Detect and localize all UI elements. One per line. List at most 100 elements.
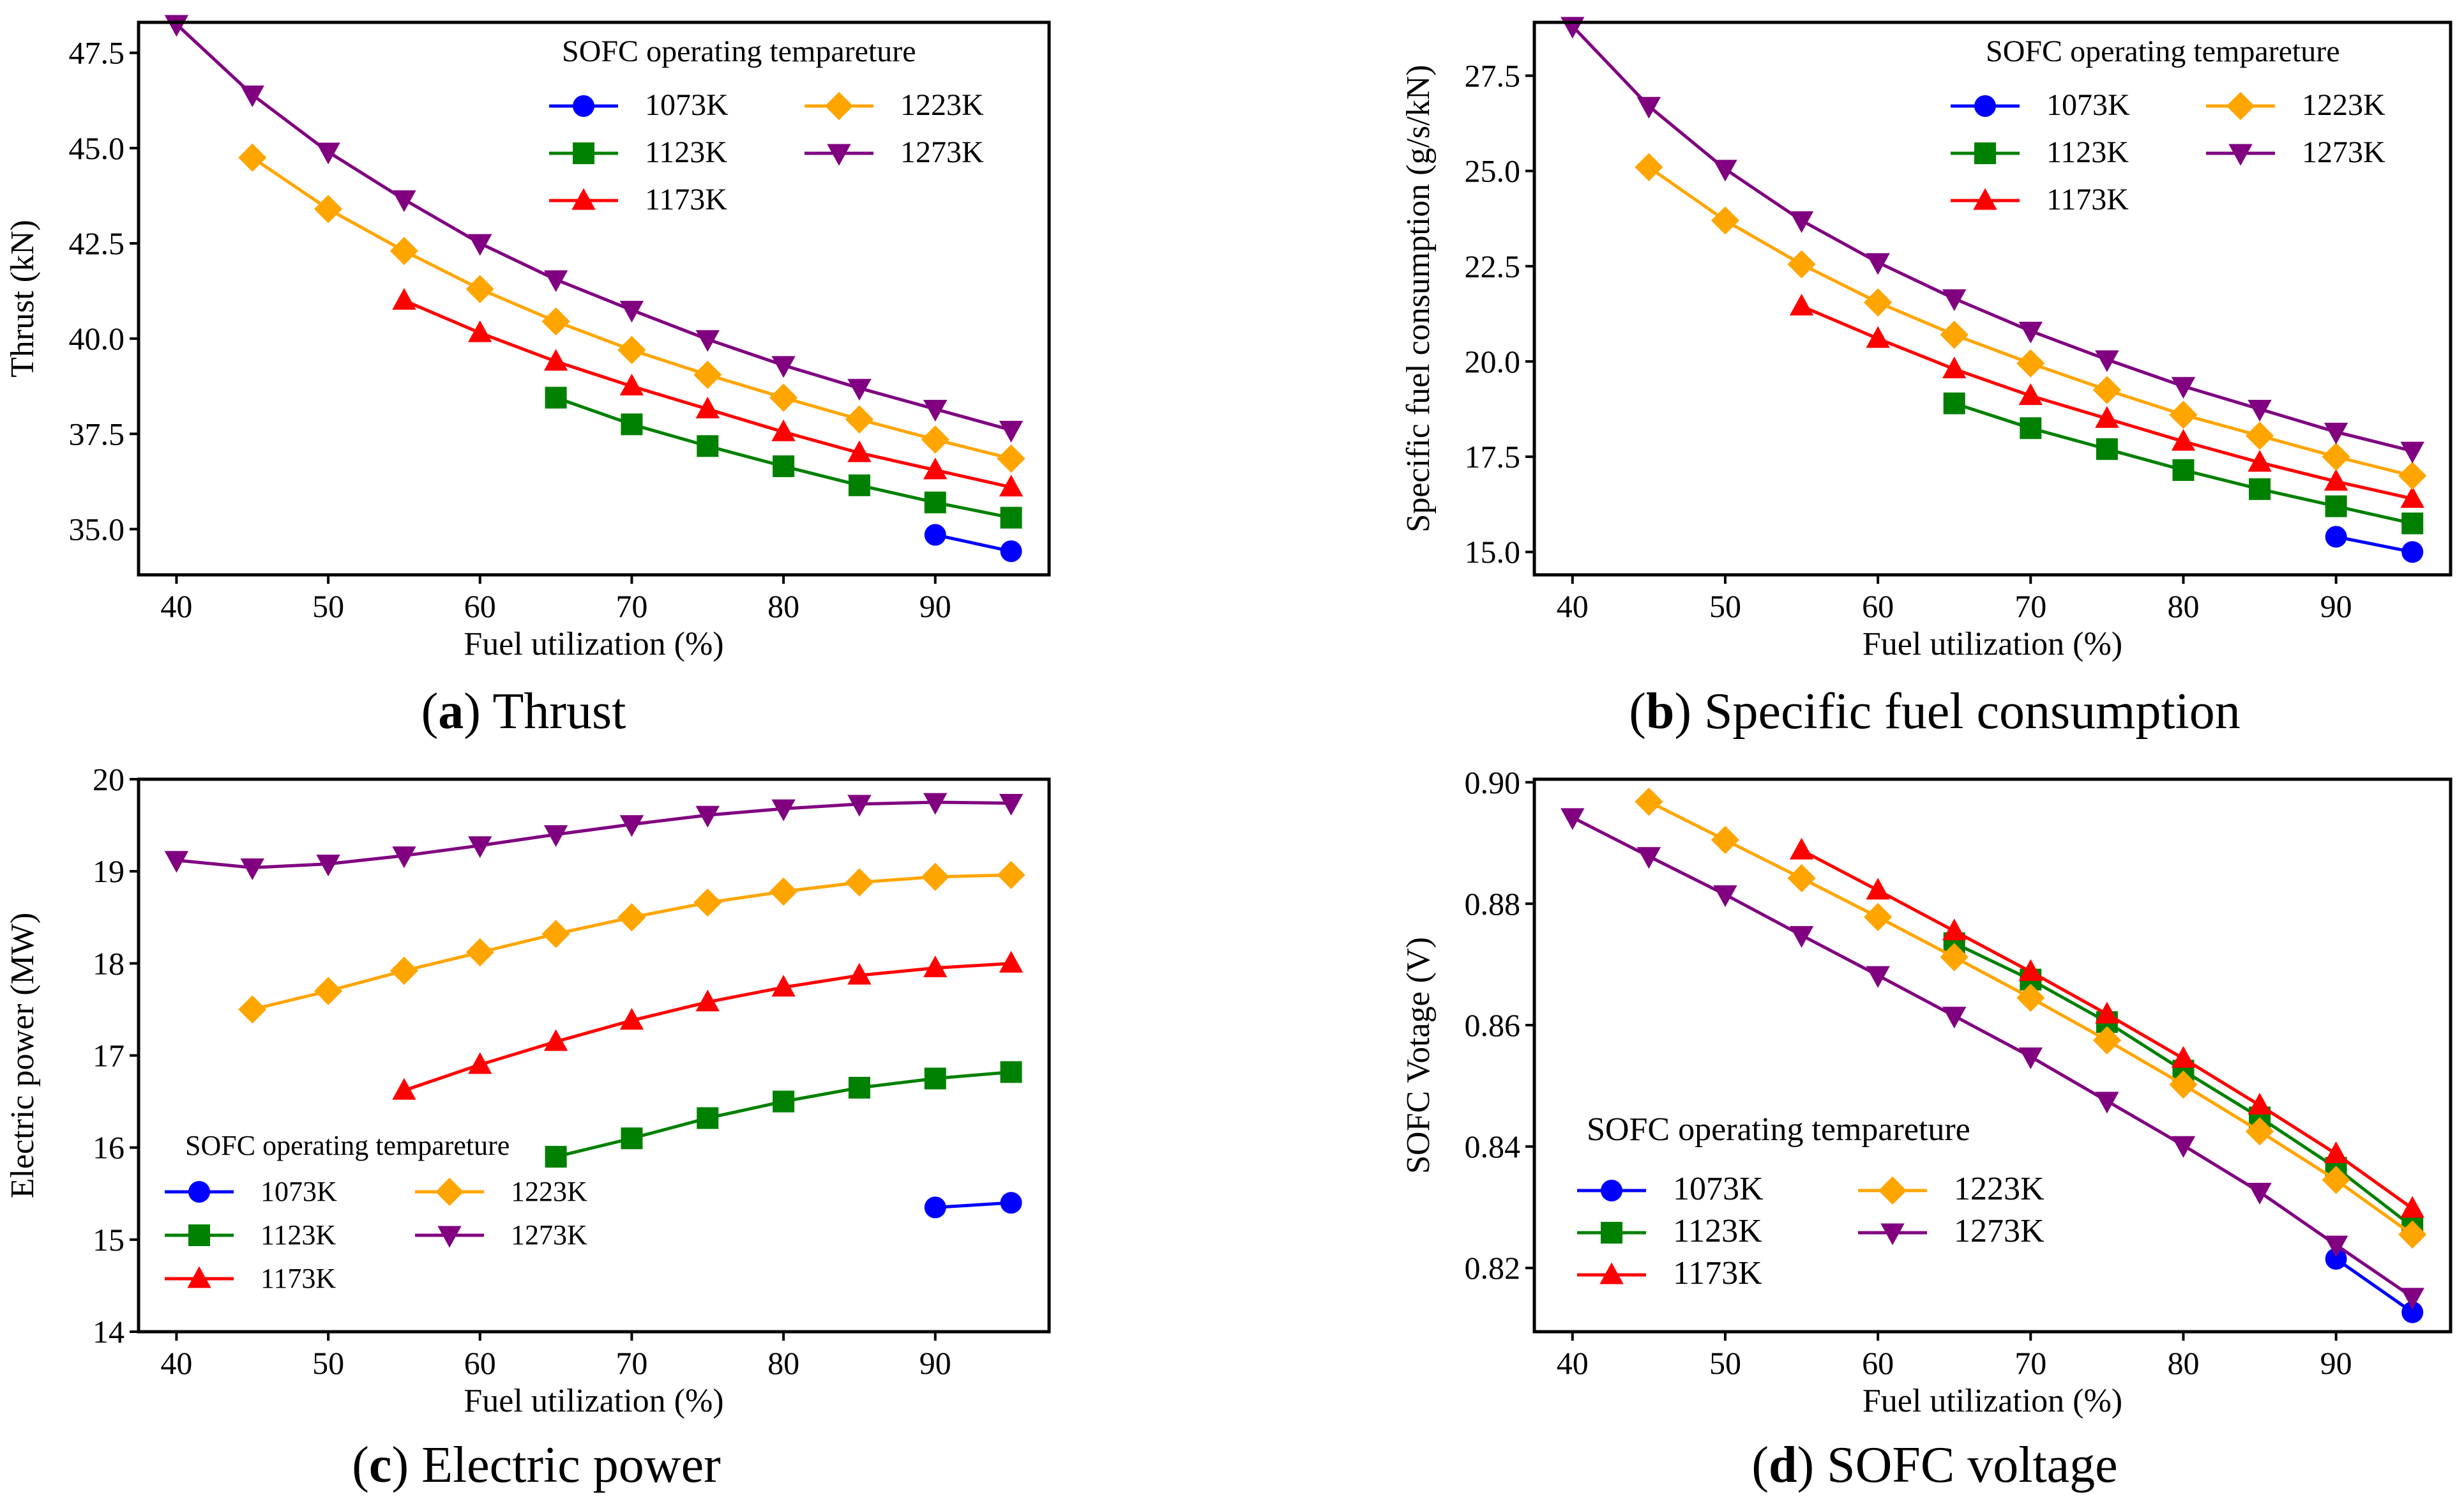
marker-point xyxy=(1789,293,1814,316)
x-tick-label: 90 xyxy=(919,588,951,624)
marker-point xyxy=(1711,825,1740,855)
y-tick-label: 37.5 xyxy=(69,416,125,452)
marker-point xyxy=(1787,864,1816,893)
marker-point xyxy=(1940,943,1969,971)
marker-point xyxy=(2092,376,2121,404)
marker-point xyxy=(2248,1092,2272,1115)
y-tick-label: 25.0 xyxy=(1465,153,1521,189)
y-tick-label: 47.5 xyxy=(69,35,125,71)
marker-point xyxy=(695,396,720,418)
x-tick-label: 70 xyxy=(2014,588,2046,624)
marker-point xyxy=(2325,526,2347,548)
marker-point xyxy=(392,1078,416,1100)
marker-point xyxy=(2325,1247,2347,1270)
series-line-1223K xyxy=(252,873,1011,1011)
marker-point xyxy=(697,1107,719,1129)
marker-point xyxy=(773,455,795,477)
marker-point xyxy=(621,1127,643,1150)
marker-point xyxy=(2171,1136,2196,1158)
marker-point xyxy=(1635,788,1663,816)
marker-point xyxy=(771,356,796,378)
x-tick-label: 90 xyxy=(919,1345,951,1381)
marker-point xyxy=(771,799,796,821)
legend-label: 1073K xyxy=(2046,88,2130,122)
y-tick-label: 15.0 xyxy=(1465,534,1521,570)
y-tick-label: 17.5 xyxy=(1465,439,1521,475)
panel-electric-power: 40 50 60 70 80 90 14 15 16 17 18 19 20 Fuel utilizati… xyxy=(4,761,1051,1419)
marker-point xyxy=(2324,1235,2348,1258)
legend-item-1173K: 1173K xyxy=(549,183,727,217)
marker-point xyxy=(1601,1180,1622,1201)
marker-point xyxy=(571,188,596,210)
marker-point xyxy=(188,1224,210,1246)
marker-point xyxy=(468,836,492,858)
marker-point xyxy=(1864,288,1893,317)
marker-point xyxy=(2096,438,2118,461)
plot-frame xyxy=(1532,777,2453,1334)
legend-label: 1273K xyxy=(511,1219,587,1251)
legend-item-1123K: 1123K xyxy=(549,135,727,169)
marker-point xyxy=(619,1008,644,1030)
marker-point xyxy=(2172,459,2195,481)
marker-point xyxy=(924,491,946,514)
marker-point xyxy=(2095,350,2119,372)
marker-point xyxy=(2020,417,2042,439)
marker-point xyxy=(617,903,646,932)
marker-point xyxy=(316,855,340,877)
legend-item-1123K: 1123K xyxy=(1577,1213,1762,1249)
marker-point xyxy=(1878,1176,1907,1205)
legend-label: 1073K xyxy=(645,88,729,122)
marker-point xyxy=(238,143,267,172)
plot-frame xyxy=(1532,20,2453,577)
marker-point xyxy=(468,320,492,342)
marker-point xyxy=(1880,1223,1905,1245)
marker-point xyxy=(2401,512,2424,535)
marker-point xyxy=(693,360,722,389)
marker-point xyxy=(1942,918,1967,941)
marker-point xyxy=(1561,808,1585,830)
legend-item-1273K: 1273K xyxy=(415,1219,587,1251)
marker-point xyxy=(2171,429,2196,451)
marker-point xyxy=(997,860,1025,890)
marker-point xyxy=(1711,206,1740,235)
x-tick-label: 40 xyxy=(160,1345,192,1381)
marker-point xyxy=(543,1029,568,1051)
series-line-1273K xyxy=(1571,25,2413,453)
marker-point xyxy=(2095,406,2119,428)
x-axis-label: Fuel utilization (%) xyxy=(464,626,723,662)
x-axis-label: Fuel utilization (%) xyxy=(1863,1383,2122,1419)
marker-point xyxy=(314,977,343,1005)
caption-c: (c) Electric power xyxy=(352,1437,720,1493)
marker-point xyxy=(2322,1166,2350,1194)
x-tick-label: 50 xyxy=(312,588,344,624)
y-tick-label: 0.90 xyxy=(1465,765,1521,800)
x-tick-label: 40 xyxy=(1557,1345,1589,1381)
marker-point xyxy=(2324,1141,2348,1163)
marker-point xyxy=(1636,847,1661,869)
marker-point xyxy=(1940,321,1969,349)
marker-point xyxy=(2245,422,2274,450)
marker-point xyxy=(468,234,492,256)
x-tick-label: 90 xyxy=(2320,588,2352,624)
x-tick-label: 80 xyxy=(2167,588,2199,624)
marker-point xyxy=(2401,1301,2424,1323)
x-tick-label: 70 xyxy=(616,1345,647,1381)
caption-letter: a xyxy=(438,683,464,740)
marker-point xyxy=(1942,289,1967,312)
legend-item-1173K: 1173K xyxy=(1951,183,2129,217)
marker-point xyxy=(2400,1196,2424,1218)
marker-point xyxy=(1601,1222,1622,1244)
marker-point xyxy=(1000,506,1022,529)
caption-text: Specific fuel consumption xyxy=(1704,683,2241,740)
marker-point xyxy=(389,236,419,266)
x-tick-label: 50 xyxy=(1709,588,1741,624)
marker-point xyxy=(923,400,948,422)
marker-point xyxy=(541,920,570,948)
marker-point xyxy=(2248,1182,2272,1205)
legend-item-1123K: 1123K xyxy=(165,1219,336,1251)
legend-item-1123K: 1123K xyxy=(1951,135,2129,169)
x-tick-label: 60 xyxy=(464,1345,496,1381)
legend-item-1073K: 1073K xyxy=(549,88,729,122)
marker-point xyxy=(619,374,644,396)
